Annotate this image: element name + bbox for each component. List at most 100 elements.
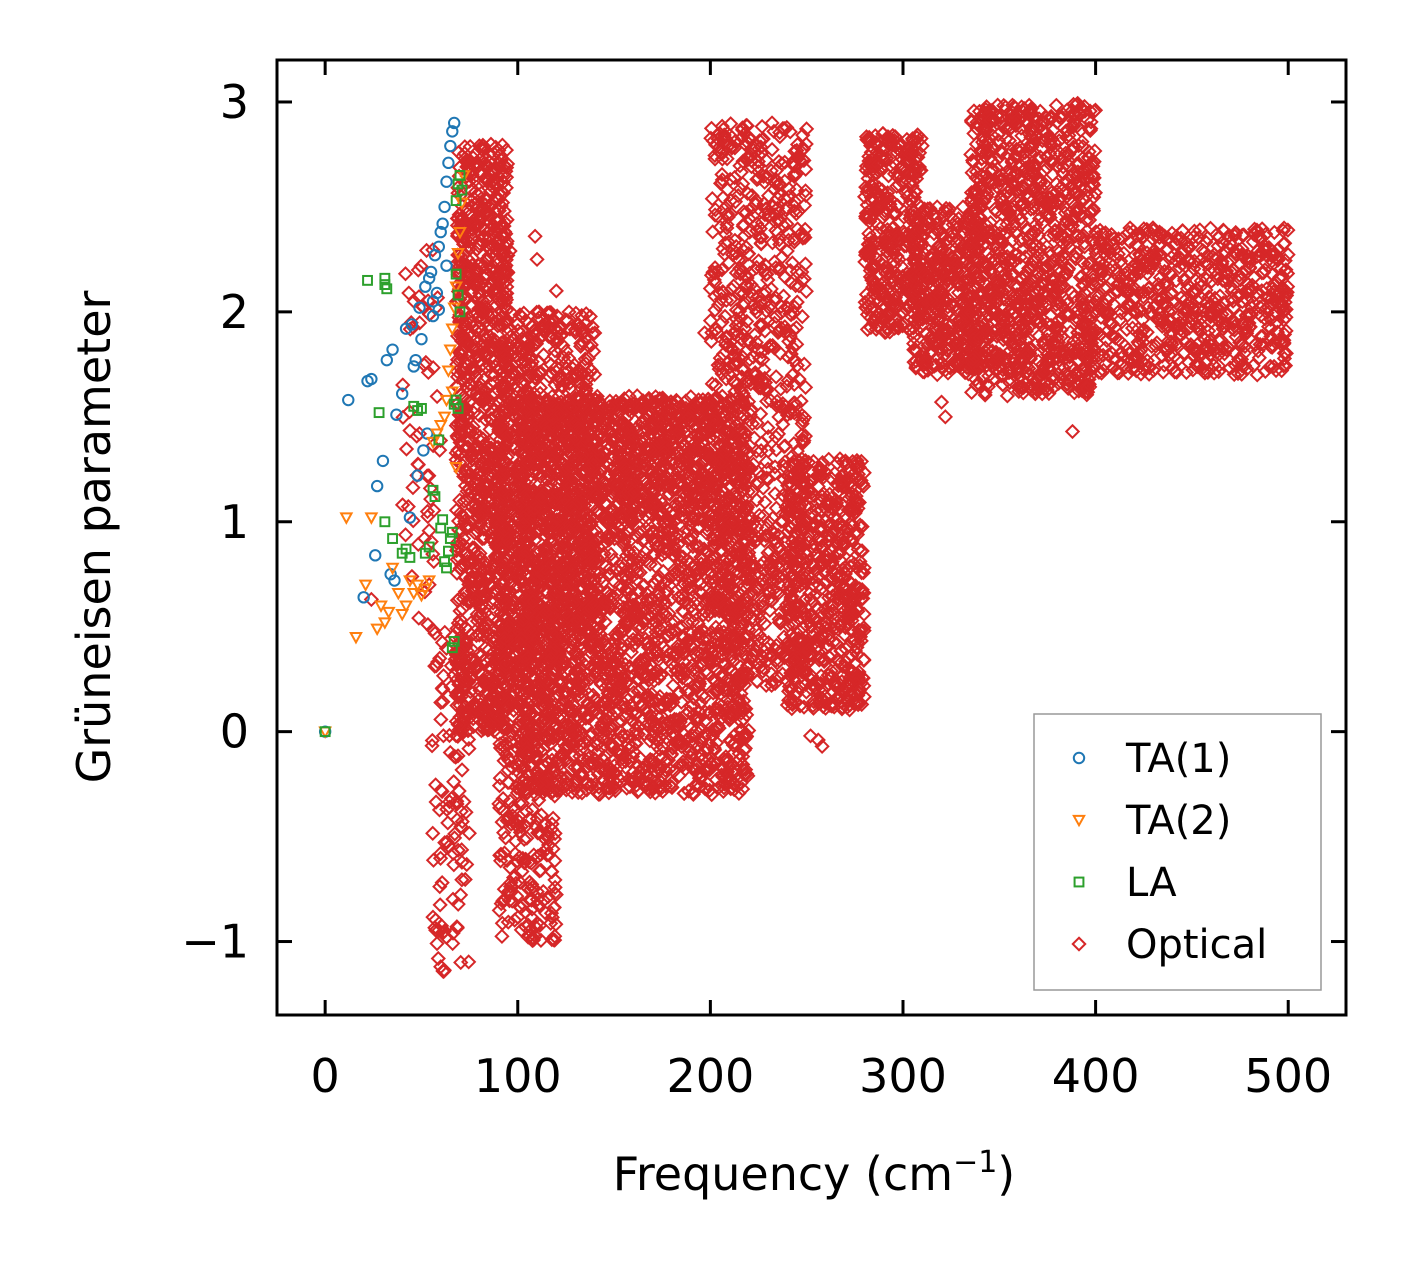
optical-point (482, 358, 498, 374)
optical-point (528, 366, 544, 383)
optical-point (465, 568, 481, 585)
optical-point (495, 712, 511, 729)
optical-point (500, 325, 516, 341)
optical-point (452, 454, 468, 471)
optical-point (452, 603, 468, 619)
optical-point (461, 740, 477, 757)
optical-point (458, 804, 474, 820)
optical-point (522, 350, 539, 366)
optical-point (500, 362, 517, 379)
optical-point (434, 874, 450, 891)
optical-point (464, 614, 480, 630)
optical-point (471, 558, 488, 575)
optical-point (446, 857, 462, 873)
optical-point (697, 704, 713, 720)
optical-point (454, 872, 470, 888)
optical-point (468, 369, 484, 385)
optical-point (461, 432, 477, 449)
optical-point (558, 343, 574, 359)
optical-point (467, 360, 483, 376)
optical-point (452, 630, 468, 646)
optical-point (461, 659, 477, 675)
optical-point (516, 831, 532, 848)
optical-point (463, 484, 479, 500)
optical-point (573, 578, 590, 594)
optical-point (502, 878, 519, 895)
optical-point (511, 758, 527, 774)
optical-point (413, 258, 429, 274)
optical-point (453, 818, 469, 835)
optical-point (485, 595, 501, 611)
optical-point (493, 542, 509, 558)
optical-point (486, 629, 502, 645)
optical-point (452, 536, 469, 552)
optical-point (410, 262, 426, 278)
optical-point (457, 570, 473, 586)
optical-point (491, 420, 508, 436)
optical-point (448, 687, 464, 703)
optical-point (533, 364, 549, 380)
optical-point (496, 845, 513, 861)
optical-point (419, 503, 436, 520)
optical-point (455, 530, 472, 547)
optical-point (461, 370, 477, 386)
optical-point (496, 825, 512, 841)
optical-point (474, 572, 491, 588)
series-optical (363, 95, 1296, 980)
optical-point (494, 705, 510, 722)
optical-point (473, 302, 490, 318)
optical-point (509, 853, 525, 869)
optical-point (471, 627, 487, 643)
optical-point (539, 827, 556, 844)
optical-point (548, 886, 564, 903)
optical-point (487, 221, 503, 237)
optical-point (405, 479, 421, 496)
optical-point (488, 139, 504, 155)
optical-point (427, 920, 443, 936)
optical-point (411, 610, 427, 626)
optical-point (467, 272, 483, 289)
optical-point (481, 247, 497, 264)
optical-point (560, 313, 576, 329)
optical-point (567, 324, 584, 341)
optical-point (494, 458, 510, 474)
optical-point (462, 490, 478, 506)
optical-point (474, 578, 490, 594)
optical-point (395, 377, 411, 393)
optical-point (477, 330, 494, 346)
optical-point (547, 879, 563, 896)
optical-point (469, 261, 485, 278)
optical-point (455, 591, 472, 607)
optical-point (520, 385, 537, 401)
optical-point (516, 305, 532, 321)
optical-point (450, 513, 467, 529)
optical-point (475, 431, 491, 447)
optical-point (432, 650, 448, 666)
optical-point (477, 411, 493, 428)
optical-point (492, 625, 508, 641)
optical-point (481, 467, 498, 484)
scatter-markers (318, 95, 1296, 980)
optical-point (462, 594, 478, 611)
optical-point (425, 622, 441, 638)
optical-point (434, 783, 450, 800)
optical-point (420, 293, 436, 309)
optical-point (454, 198, 470, 214)
optical-point (427, 625, 443, 642)
optical-point (474, 292, 491, 309)
optical-point (449, 793, 465, 809)
optical-point (494, 304, 510, 320)
optical-point (476, 393, 492, 409)
optical-point (435, 668, 452, 684)
optical-point (502, 534, 518, 551)
optical-point (466, 461, 482, 478)
optical-point (452, 492, 468, 508)
optical-point (450, 896, 466, 912)
optical-point (537, 831, 553, 847)
optical-point (417, 584, 433, 600)
optical-point (467, 481, 483, 497)
optical-point (569, 316, 585, 333)
optical-point (395, 409, 411, 426)
optical-point (461, 518, 477, 534)
optical-point (465, 213, 482, 229)
